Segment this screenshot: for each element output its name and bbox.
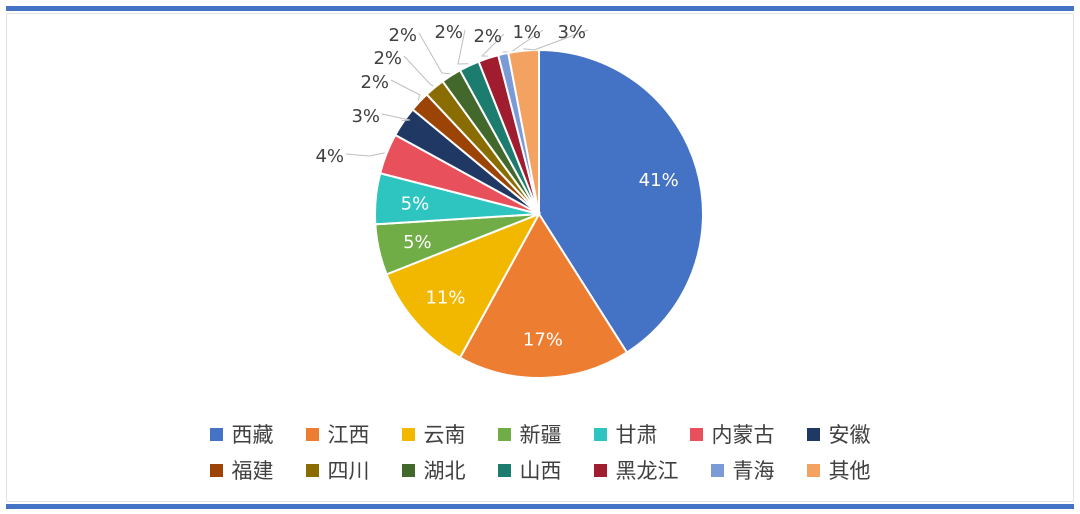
legend-entry: 湖北 xyxy=(401,455,466,485)
legend-label: 山西 xyxy=(519,459,562,483)
legend-entry: 西藏 xyxy=(209,419,274,449)
legend-entry: 安徽 xyxy=(806,419,871,449)
legend-label: 安徽 xyxy=(828,423,871,447)
slice-data-label: 2% xyxy=(388,25,417,46)
slice-data-label: 1% xyxy=(512,22,541,43)
legend-label: 黑龙江 xyxy=(615,459,679,483)
slice-data-label: 3% xyxy=(351,106,380,127)
legend-label: 甘肃 xyxy=(615,423,658,447)
legend-label: 西藏 xyxy=(231,423,274,447)
legend-label: 青海 xyxy=(732,459,775,483)
pie-slice xyxy=(385,212,542,360)
legend-swatch xyxy=(806,463,820,477)
legend-swatch xyxy=(305,427,319,441)
legend-label: 四川 xyxy=(327,459,370,483)
leader-line xyxy=(523,29,589,51)
legend-label: 江西 xyxy=(327,423,370,447)
frame-top-bar xyxy=(6,6,1074,11)
slice-data-label: 41% xyxy=(639,170,679,191)
legend-swatch xyxy=(209,463,223,477)
slice-data-label: 17% xyxy=(523,330,563,351)
legend-label: 云南 xyxy=(423,423,466,447)
legend-label: 内蒙古 xyxy=(711,423,775,447)
slice-data-label: 5% xyxy=(403,232,432,253)
slice-data-label: 2% xyxy=(373,48,402,69)
legend-label: 湖北 xyxy=(423,459,466,483)
slice-data-label: 2% xyxy=(473,26,502,47)
leader-line xyxy=(403,55,434,87)
slice-data-label: 5% xyxy=(401,193,430,214)
legend-swatch xyxy=(593,463,607,477)
legend-entry: 云南 xyxy=(401,419,466,449)
legend-swatch xyxy=(497,427,511,441)
legend-swatch xyxy=(497,463,511,477)
legend-entry: 青海 xyxy=(710,455,775,485)
slice-data-label: 4% xyxy=(315,146,344,167)
legend-swatch xyxy=(305,463,319,477)
legend-label: 福建 xyxy=(231,459,274,483)
pie-slice xyxy=(458,212,629,379)
legend-entry: 江西 xyxy=(305,419,370,449)
slice-data-label: 2% xyxy=(360,72,389,93)
legend-entry: 内蒙古 xyxy=(689,419,775,449)
frame-bottom-bar xyxy=(6,504,1074,509)
legend-swatch xyxy=(209,427,223,441)
leader-line xyxy=(457,29,469,65)
legend-swatch xyxy=(593,427,607,441)
legend-entry: 其他 xyxy=(806,455,871,485)
slice-data-label: 3% xyxy=(557,22,586,43)
leader-line xyxy=(480,33,505,57)
legend-entry: 黑龙江 xyxy=(593,455,679,485)
legend-label: 新疆 xyxy=(519,423,562,447)
leader-line xyxy=(381,113,411,122)
leader-line xyxy=(418,32,451,75)
legend-entry: 新疆 xyxy=(497,419,562,449)
legend-entry: 山西 xyxy=(497,455,562,485)
legend-swatch xyxy=(401,463,415,477)
leader-line xyxy=(345,152,385,157)
slice-data-label: 2% xyxy=(434,22,463,43)
legend-entry: 甘肃 xyxy=(593,419,658,449)
chart-legend: 西藏 江西 云南 新疆 甘肃 内蒙古 安徽 福建 四川 湖北 山西 黑龙江 青海 其他 xyxy=(0,416,1080,488)
legend-swatch xyxy=(401,427,415,441)
legend-entry: 四川 xyxy=(305,455,370,485)
legend-swatch xyxy=(806,427,820,441)
legend-row: 西藏 江西 云南 新疆 甘肃 内蒙古 安徽 xyxy=(0,416,1080,452)
legend-row: 福建 四川 湖北 山西 黑龙江 青海 其他 xyxy=(0,452,1080,488)
chart-frame xyxy=(6,13,1074,502)
leader-line xyxy=(390,79,421,101)
pie-slice xyxy=(507,48,540,215)
legend-entry: 福建 xyxy=(209,455,274,485)
legend-swatch xyxy=(710,463,724,477)
legend-label: 其他 xyxy=(828,459,871,483)
legend-swatch xyxy=(689,427,703,441)
slice-data-label: 11% xyxy=(425,287,465,308)
